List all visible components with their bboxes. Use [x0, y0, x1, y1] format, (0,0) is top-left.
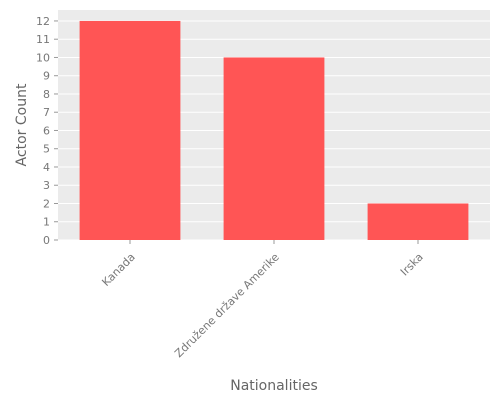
y-tick-label: 12	[36, 15, 50, 28]
bar	[367, 203, 469, 240]
y-tick-label: 1	[43, 216, 50, 229]
y-tick-label: 2	[43, 197, 50, 210]
y-tick-label: 9	[43, 70, 50, 83]
bar	[223, 57, 325, 241]
y-tick-label: 3	[43, 179, 50, 192]
bar	[79, 20, 181, 241]
bars	[79, 20, 469, 241]
x-tick-label: Irska	[398, 251, 426, 279]
y-tick-label: 5	[43, 143, 50, 156]
y-tick-label: 0	[43, 234, 50, 247]
y-tick-label: 4	[43, 161, 50, 174]
y-tick-label: 10	[36, 51, 50, 64]
y-tick-label: 11	[36, 33, 50, 46]
x-axis-ticks: Kanada Združene države Amerike Irska	[99, 240, 426, 360]
y-tick-label: 7	[43, 106, 50, 119]
y-axis-title: Actor Count	[14, 83, 30, 166]
y-tick-label: 6	[43, 124, 50, 137]
x-tick-label: Kanada	[99, 251, 137, 289]
y-tick-label: 8	[43, 88, 50, 101]
x-axis-title: Nationalities	[230, 378, 318, 394]
x-tick-label: Združene države Amerike	[172, 250, 282, 360]
